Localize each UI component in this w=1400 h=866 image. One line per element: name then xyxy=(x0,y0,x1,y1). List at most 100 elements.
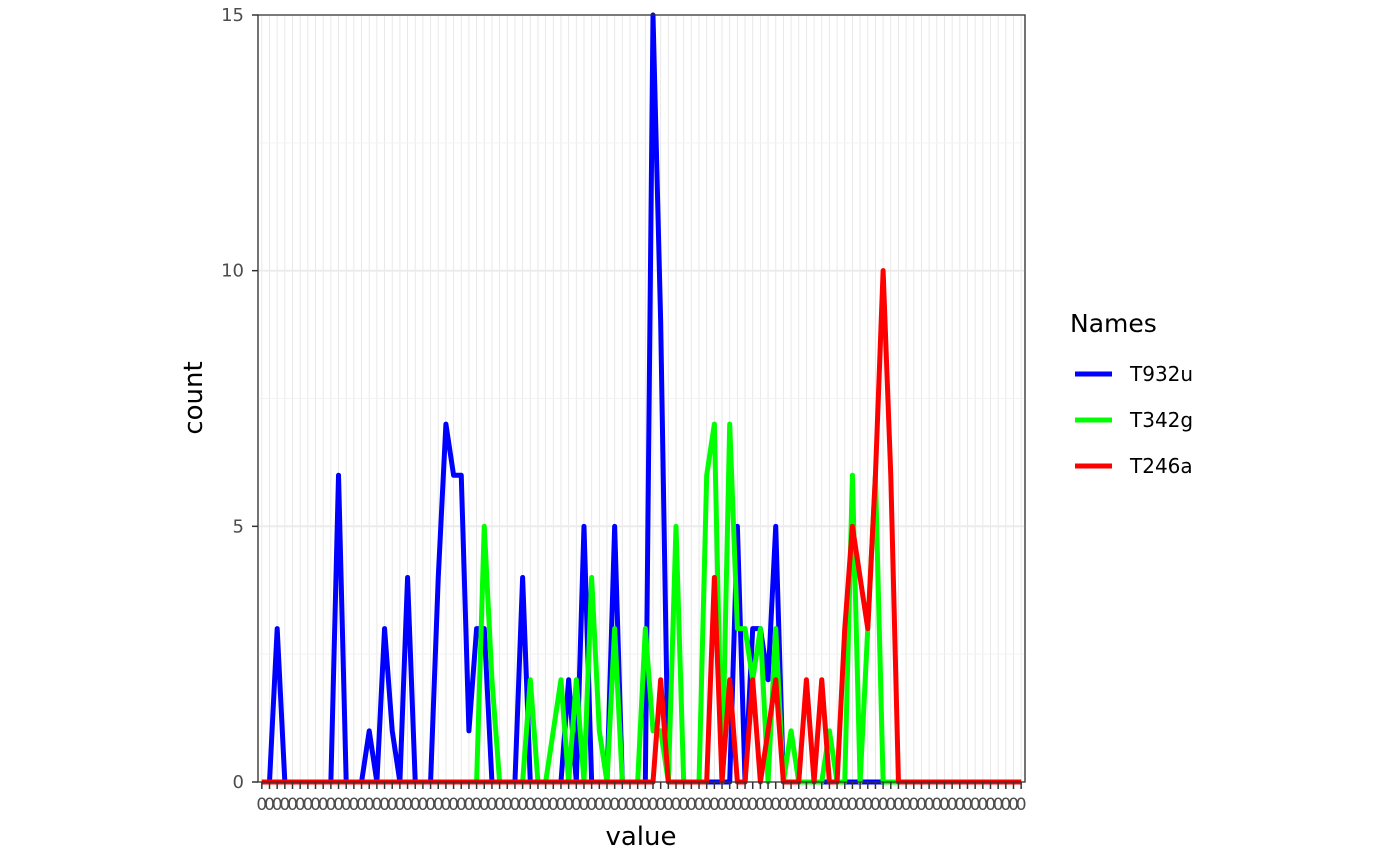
x-tick-label: 0 xyxy=(709,795,720,815)
x-tick-label: 0 xyxy=(908,795,919,815)
x-tick-label: 0 xyxy=(885,795,896,815)
x-tick-label: 0 xyxy=(855,795,866,815)
x-tick-label: 0 xyxy=(264,795,275,815)
x-tick-label: 0 xyxy=(487,795,498,815)
x-tick-label: 0 xyxy=(694,795,705,815)
x-tick-label: 0 xyxy=(394,795,405,815)
y-tick-label: 0 xyxy=(233,772,244,793)
x-tick-label: 0 xyxy=(732,795,743,815)
x-tick-label: 0 xyxy=(632,795,643,815)
y-tick-label: 15 xyxy=(221,5,244,26)
x-tick-label: 0 xyxy=(786,795,797,815)
y-tick-label: 5 xyxy=(233,516,244,537)
x-tick-label: 0 xyxy=(663,795,674,815)
x-tick-label: 0 xyxy=(479,795,490,815)
x-tick-label: 0 xyxy=(862,795,873,815)
x-axis-title: value xyxy=(605,822,676,852)
x-tick-label: 0 xyxy=(686,795,697,815)
x-tick-label: 0 xyxy=(571,795,582,815)
x-tick-label: 0 xyxy=(417,795,428,815)
x-tick-label: 0 xyxy=(341,795,352,815)
x-tick-label: 0 xyxy=(410,795,421,815)
x-tick-label: 0 xyxy=(625,795,636,815)
x-tick-label: 0 xyxy=(609,795,620,815)
x-tick-label: 0 xyxy=(954,795,965,815)
x-tick-label: 0 xyxy=(456,795,467,815)
x-tick-label: 0 xyxy=(510,795,521,815)
x-tick-label: 0 xyxy=(602,795,613,815)
x-tick-label: 0 xyxy=(901,795,912,815)
x-tick-label: 0 xyxy=(870,795,881,815)
x-tick-label: 0 xyxy=(648,795,659,815)
x-tick-label: 0 xyxy=(931,795,942,815)
x-tick-label: 0 xyxy=(1008,795,1019,815)
x-tick-label: 0 xyxy=(717,795,728,815)
x-tick-label: 0 xyxy=(847,795,858,815)
x-tick-label: 0 xyxy=(778,795,789,815)
x-tick-label: 0 xyxy=(832,795,843,815)
x-tick-label: 0 xyxy=(816,795,827,815)
x-tick-label: 0 xyxy=(302,795,313,815)
x-tick-label: 0 xyxy=(371,795,382,815)
x-tick-label: 0 xyxy=(878,795,889,815)
x-tick-label: 0 xyxy=(763,795,774,815)
x-tick-label: 0 xyxy=(533,795,544,815)
x-tick-label: 0 xyxy=(579,795,590,815)
x-tick-label: 0 xyxy=(793,795,804,815)
x-tick-label: 0 xyxy=(678,795,689,815)
legend: Names T932u T342g T246a xyxy=(1070,309,1193,478)
x-tick-label: 0 xyxy=(502,795,513,815)
x-tick-label: 0 xyxy=(540,795,551,815)
grid-lines xyxy=(258,14,1025,783)
y-tick-label: 10 xyxy=(221,261,244,282)
x-tick-label: 0 xyxy=(939,795,950,815)
x-tick-label: 0 xyxy=(279,795,290,815)
x-tick-label: 0 xyxy=(809,795,820,815)
x-tick-label: 0 xyxy=(433,795,444,815)
x-tick-label: 0 xyxy=(924,795,935,815)
x-tick-label: 0 xyxy=(747,795,758,815)
x-tick-label: 0 xyxy=(824,795,835,815)
x-tick-label: 0 xyxy=(977,795,988,815)
x-tick-label: 0 xyxy=(770,795,781,815)
x-tick-label: 0 xyxy=(947,795,958,815)
x-tick-label: 0 xyxy=(1000,795,1011,815)
x-tick-label: 0 xyxy=(348,795,359,815)
x-tick-label: 0 xyxy=(993,795,1004,815)
x-tick-label: 0 xyxy=(471,795,482,815)
x-tick-label: 0 xyxy=(356,795,367,815)
x-tick-label: 0 xyxy=(893,795,904,815)
legend-label-T342g: T342g xyxy=(1129,408,1193,432)
x-tick-label: 0 xyxy=(333,795,344,815)
legend-label-T932u: T932u xyxy=(1129,362,1193,386)
x-tick-label: 0 xyxy=(425,795,436,815)
y-axis-title: count xyxy=(179,361,209,434)
x-tick-label: 0 xyxy=(548,795,559,815)
x-tick-label: 0 xyxy=(379,795,390,815)
x-tick-label: 0 xyxy=(318,795,329,815)
x-tick-label: 0 xyxy=(295,795,306,815)
legend-title: Names xyxy=(1070,309,1157,338)
x-tick-label: 0 xyxy=(402,795,413,815)
x-tick-label: 0 xyxy=(448,795,459,815)
x-tick-label: 0 xyxy=(325,795,336,815)
x-tick-label: 0 xyxy=(494,795,505,815)
x-tick-label: 0 xyxy=(839,795,850,815)
y-axis: 0 5 10 15 xyxy=(221,5,258,793)
x-tick-label: 0 xyxy=(671,795,682,815)
legend-label-T246a: T246a xyxy=(1129,454,1193,478)
x-tick-label: 0 xyxy=(640,795,651,815)
x-tick-label: 0 xyxy=(655,795,666,815)
x-tick-label: 0 xyxy=(916,795,927,815)
x-tick-label: 0 xyxy=(525,795,536,815)
x-tick-label: 0 xyxy=(724,795,735,815)
x-tick-label: 0 xyxy=(617,795,628,815)
x-tick-label: 0 xyxy=(464,795,475,815)
x-axis: 0000000000000000000000000000000000000000… xyxy=(256,782,1027,815)
plot-border xyxy=(257,14,1026,783)
x-tick-label: 0 xyxy=(287,795,298,815)
x-tick-label: 0 xyxy=(517,795,528,815)
x-tick-label: 0 xyxy=(740,795,751,815)
x-tick-label: 0 xyxy=(586,795,597,815)
